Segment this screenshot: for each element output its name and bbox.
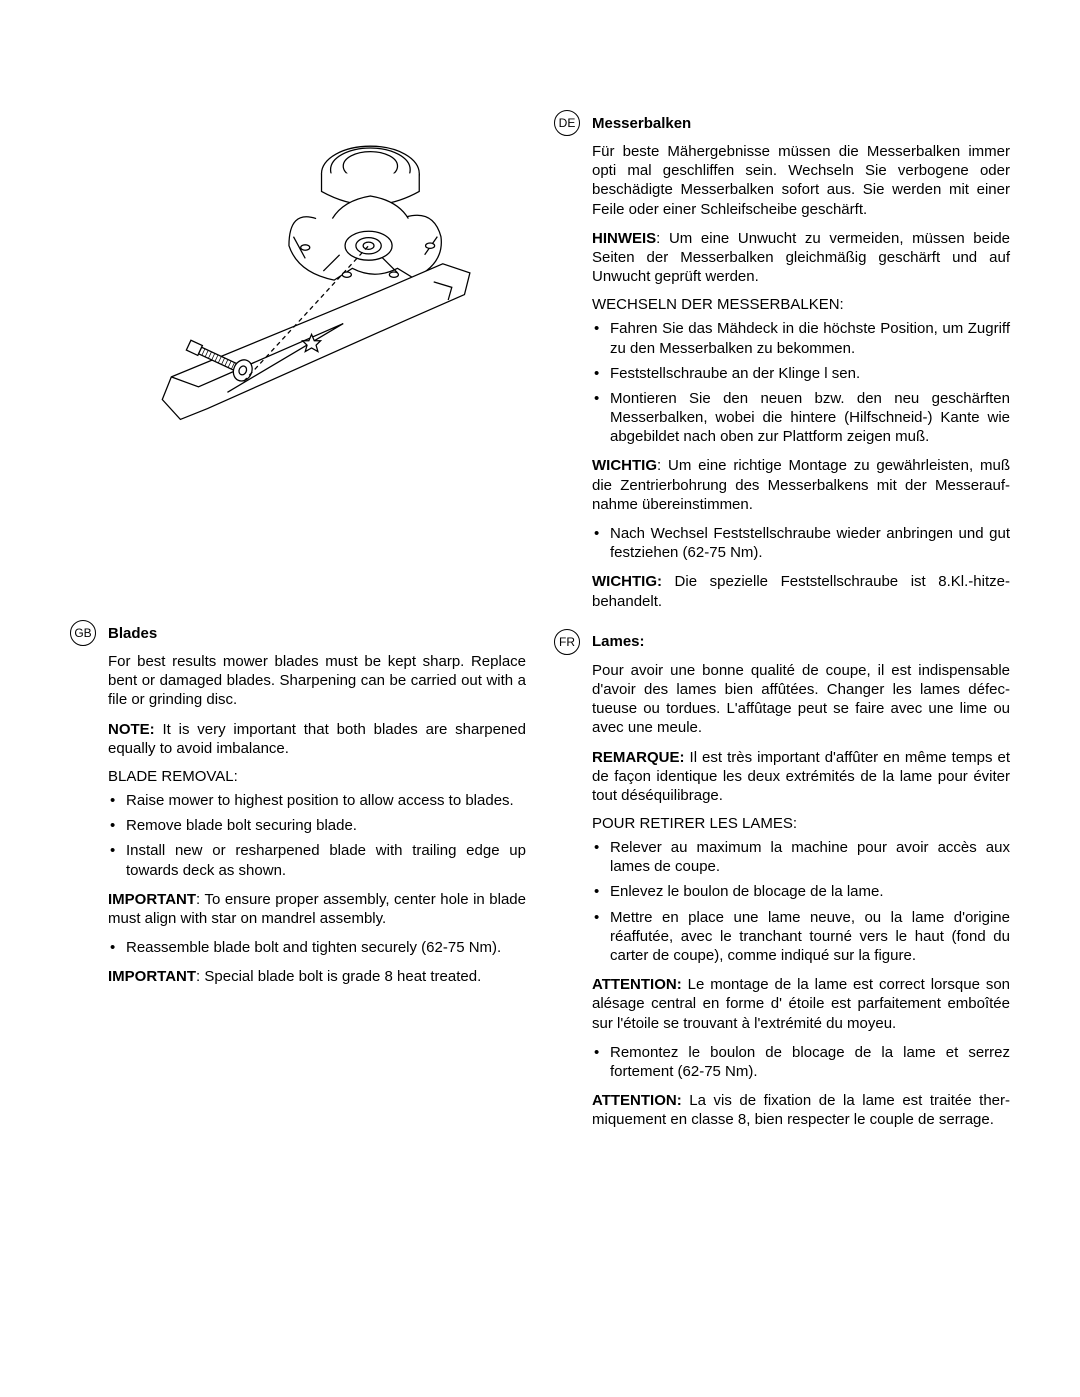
gb-section: GB Blades For best results mower blades … [70, 620, 526, 986]
gb-imp2-label: IMPORTANT [108, 968, 196, 985]
gb-title: Blades [108, 625, 157, 642]
blade-assembly-illustration [70, 110, 526, 530]
gb-badge-icon: GB [70, 620, 96, 646]
list-item: Remontez le boulon de blocage de la lame… [592, 1043, 1010, 1081]
list-item: Fahren Sie das Mähdeck in die höchste Po… [592, 319, 1010, 357]
list-item: Enlevez le boulon de blocage de la lame. [592, 882, 1010, 901]
list-item: Relever au maximum la machine pour avoir… [592, 838, 1010, 876]
gb-sub: BLADE REMOVAL: [108, 768, 526, 785]
gb-note: NOTE: It is very important that both bla… [108, 720, 526, 758]
right-column: DE Messerbalken Für beste Mähergebnisse … [554, 110, 1010, 1148]
de-note: HINWEIS: Um eine Unwucht zu vermeiden, m… [592, 229, 1010, 287]
de-title: Messerbalken [592, 115, 691, 132]
gb-heading: GB Blades [108, 620, 526, 646]
fr-list-1: Relever au maximum la machine pour avoir… [592, 838, 1010, 965]
fr-note-label: REMARQUE: [592, 749, 685, 766]
fr-heading: FR Lames: [592, 629, 1010, 655]
de-important-1: WICHTIG: Um eine richtige Montage zu gew… [592, 456, 1010, 514]
de-intro: Für beste Mähergebnisse müssen die Messe… [592, 142, 1010, 219]
gb-list-2: Reassemble blade bolt and tighten secure… [108, 938, 526, 957]
fr-intro: Pour avoir une bonne qualité de coupe, i… [592, 661, 1010, 738]
list-item: Montieren Sie den neuen bzw. den neu ges… [592, 389, 1010, 447]
de-note-label: HINWEIS [592, 230, 656, 247]
fr-note: REMARQUE: Il est très important d'affûte… [592, 748, 1010, 806]
list-item: Feststellschraube an der Klinge l sen. [592, 364, 1010, 383]
gb-imp1-label: IMPORTANT [108, 891, 196, 908]
list-item: Mettre en place une lame neuve, ou la la… [592, 908, 1010, 966]
de-section: DE Messerbalken Für beste Mähergebnisse … [554, 110, 1010, 611]
fr-badge-icon: FR [554, 629, 580, 655]
blade-diagram-icon [108, 110, 488, 490]
fr-imp2-label: ATTENTION: [592, 1092, 682, 1109]
de-imp2-label: WICHTIG: [592, 573, 662, 590]
fr-imp1-label: ATTENTION: [592, 976, 682, 993]
page-columns: GB Blades For best results mower blades … [70, 110, 1010, 1148]
fr-list-2: Remontez le boulon de blocage de la lame… [592, 1043, 1010, 1081]
de-list-1: Fahren Sie das Mähdeck in die höchste Po… [592, 319, 1010, 446]
de-sub: WECHSELN DER MESSERBALKEN: [592, 296, 1010, 313]
gb-intro: For best results mower blades must be ke… [108, 652, 526, 710]
gb-imp2-text: : Special blade bolt is grade 8 heat tre… [196, 968, 481, 985]
gb-list-1: Raise mower to highest position to allow… [108, 791, 526, 880]
list-item: Install new or resharpened blade with tr… [108, 841, 526, 879]
de-heading: DE Messerbalken [592, 110, 1010, 136]
left-column: GB Blades For best results mower blades … [70, 110, 526, 1148]
gb-note-text: It is very important that both blades ar… [108, 721, 526, 757]
de-list-2: Nach Wechsel Feststellschraube wieder an… [592, 524, 1010, 562]
list-item: Reassemble blade bolt and tighten secure… [108, 938, 526, 957]
fr-sub: POUR RETIRER LES LAMES: [592, 815, 1010, 832]
de-imp1-label: WICHTIG [592, 457, 657, 474]
list-item: Remove blade bolt securing blade. [108, 816, 526, 835]
list-item: Raise mower to highest position to allow… [108, 791, 526, 810]
fr-important-2: ATTENTION: La vis de fixation de la lame… [592, 1091, 1010, 1129]
de-important-2: WICHTIG: Die spezielle Feststellschraube… [592, 572, 1010, 610]
gb-important-1: IMPORTANT: To ensure proper assembly, ce… [108, 890, 526, 928]
gb-important-2: IMPORTANT: Special blade bolt is grade 8… [108, 967, 526, 986]
fr-title: Lames: [592, 633, 645, 650]
fr-important-1: ATTENTION: Le montage de la lame est cor… [592, 975, 1010, 1033]
gb-note-label: NOTE: [108, 721, 155, 738]
fr-section: FR Lames: Pour avoir une bonne qualité d… [554, 629, 1010, 1130]
list-item: Nach Wechsel Feststellschraube wieder an… [592, 524, 1010, 562]
de-badge-icon: DE [554, 110, 580, 136]
